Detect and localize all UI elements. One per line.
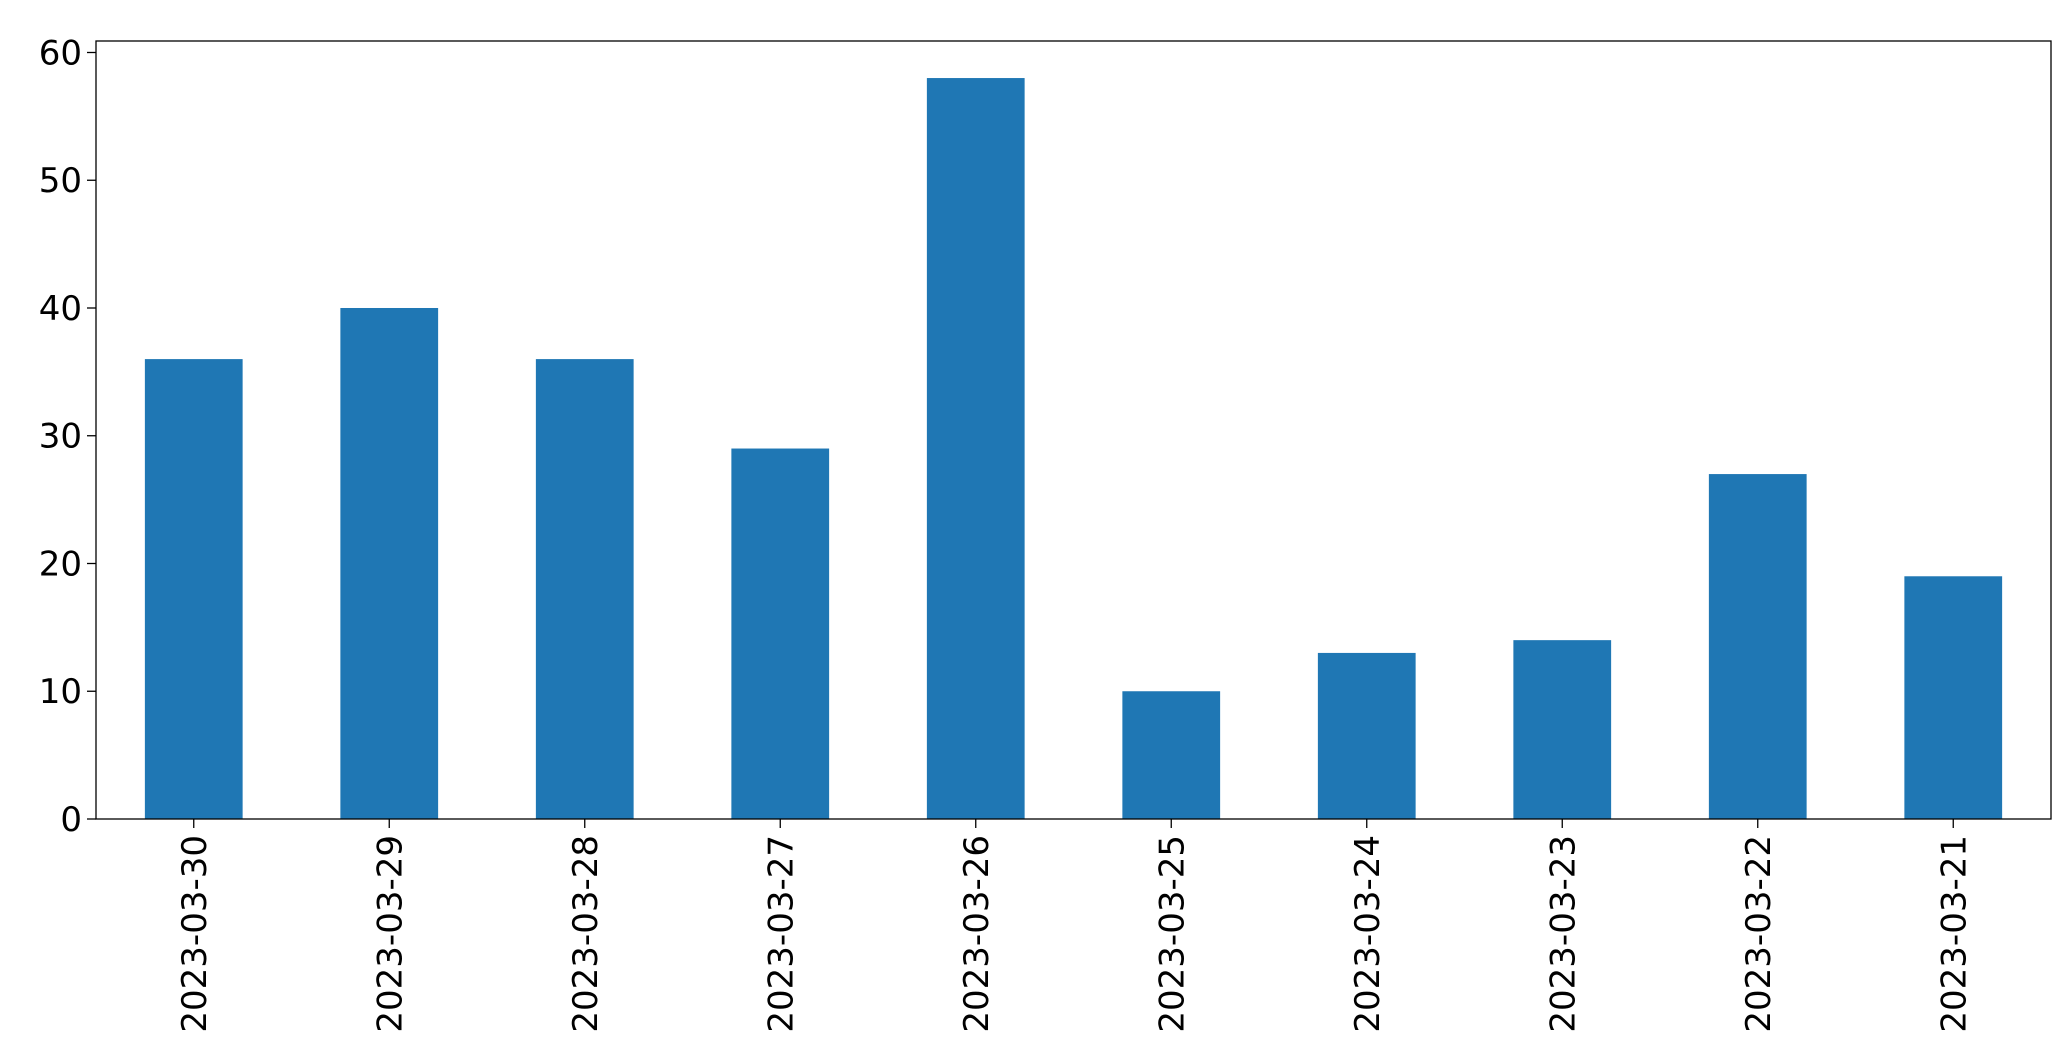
y-tick-label: 60: [39, 33, 82, 73]
bar: [731, 448, 830, 819]
x-tick-label: 2023-03-28: [566, 835, 606, 1033]
x-tick-label: 2023-03-25: [1152, 835, 1192, 1033]
bar: [144, 359, 243, 819]
bar: [535, 359, 634, 819]
x-tick-label: 2023-03-26: [957, 835, 997, 1033]
bar: [340, 307, 439, 819]
bar: [926, 78, 1025, 820]
x-tick-label: 2023-03-24: [1348, 835, 1388, 1033]
bar: [1904, 576, 2003, 819]
y-tick-label: 40: [39, 289, 82, 329]
y-tick-label: 20: [39, 544, 82, 584]
x-tick-label: 2023-03-21: [1934, 835, 1974, 1033]
x-tick-label: 2023-03-30: [175, 835, 215, 1033]
y-tick-label: 0: [60, 800, 82, 840]
y-tick-label: 50: [39, 161, 82, 201]
bar: [1122, 691, 1221, 819]
y-tick-label: 10: [39, 672, 82, 712]
bar: [1708, 474, 1807, 819]
bar: [1513, 640, 1612, 819]
y-tick-label: 30: [39, 417, 82, 457]
x-tick-label: 2023-03-29: [370, 835, 410, 1033]
x-tick-label: 2023-03-23: [1543, 835, 1583, 1033]
bar: [1317, 652, 1416, 819]
x-tick-label: 2023-03-22: [1739, 835, 1779, 1033]
x-tick-label: 2023-03-27: [761, 835, 801, 1033]
axes-frame: [95, 40, 2052, 820]
